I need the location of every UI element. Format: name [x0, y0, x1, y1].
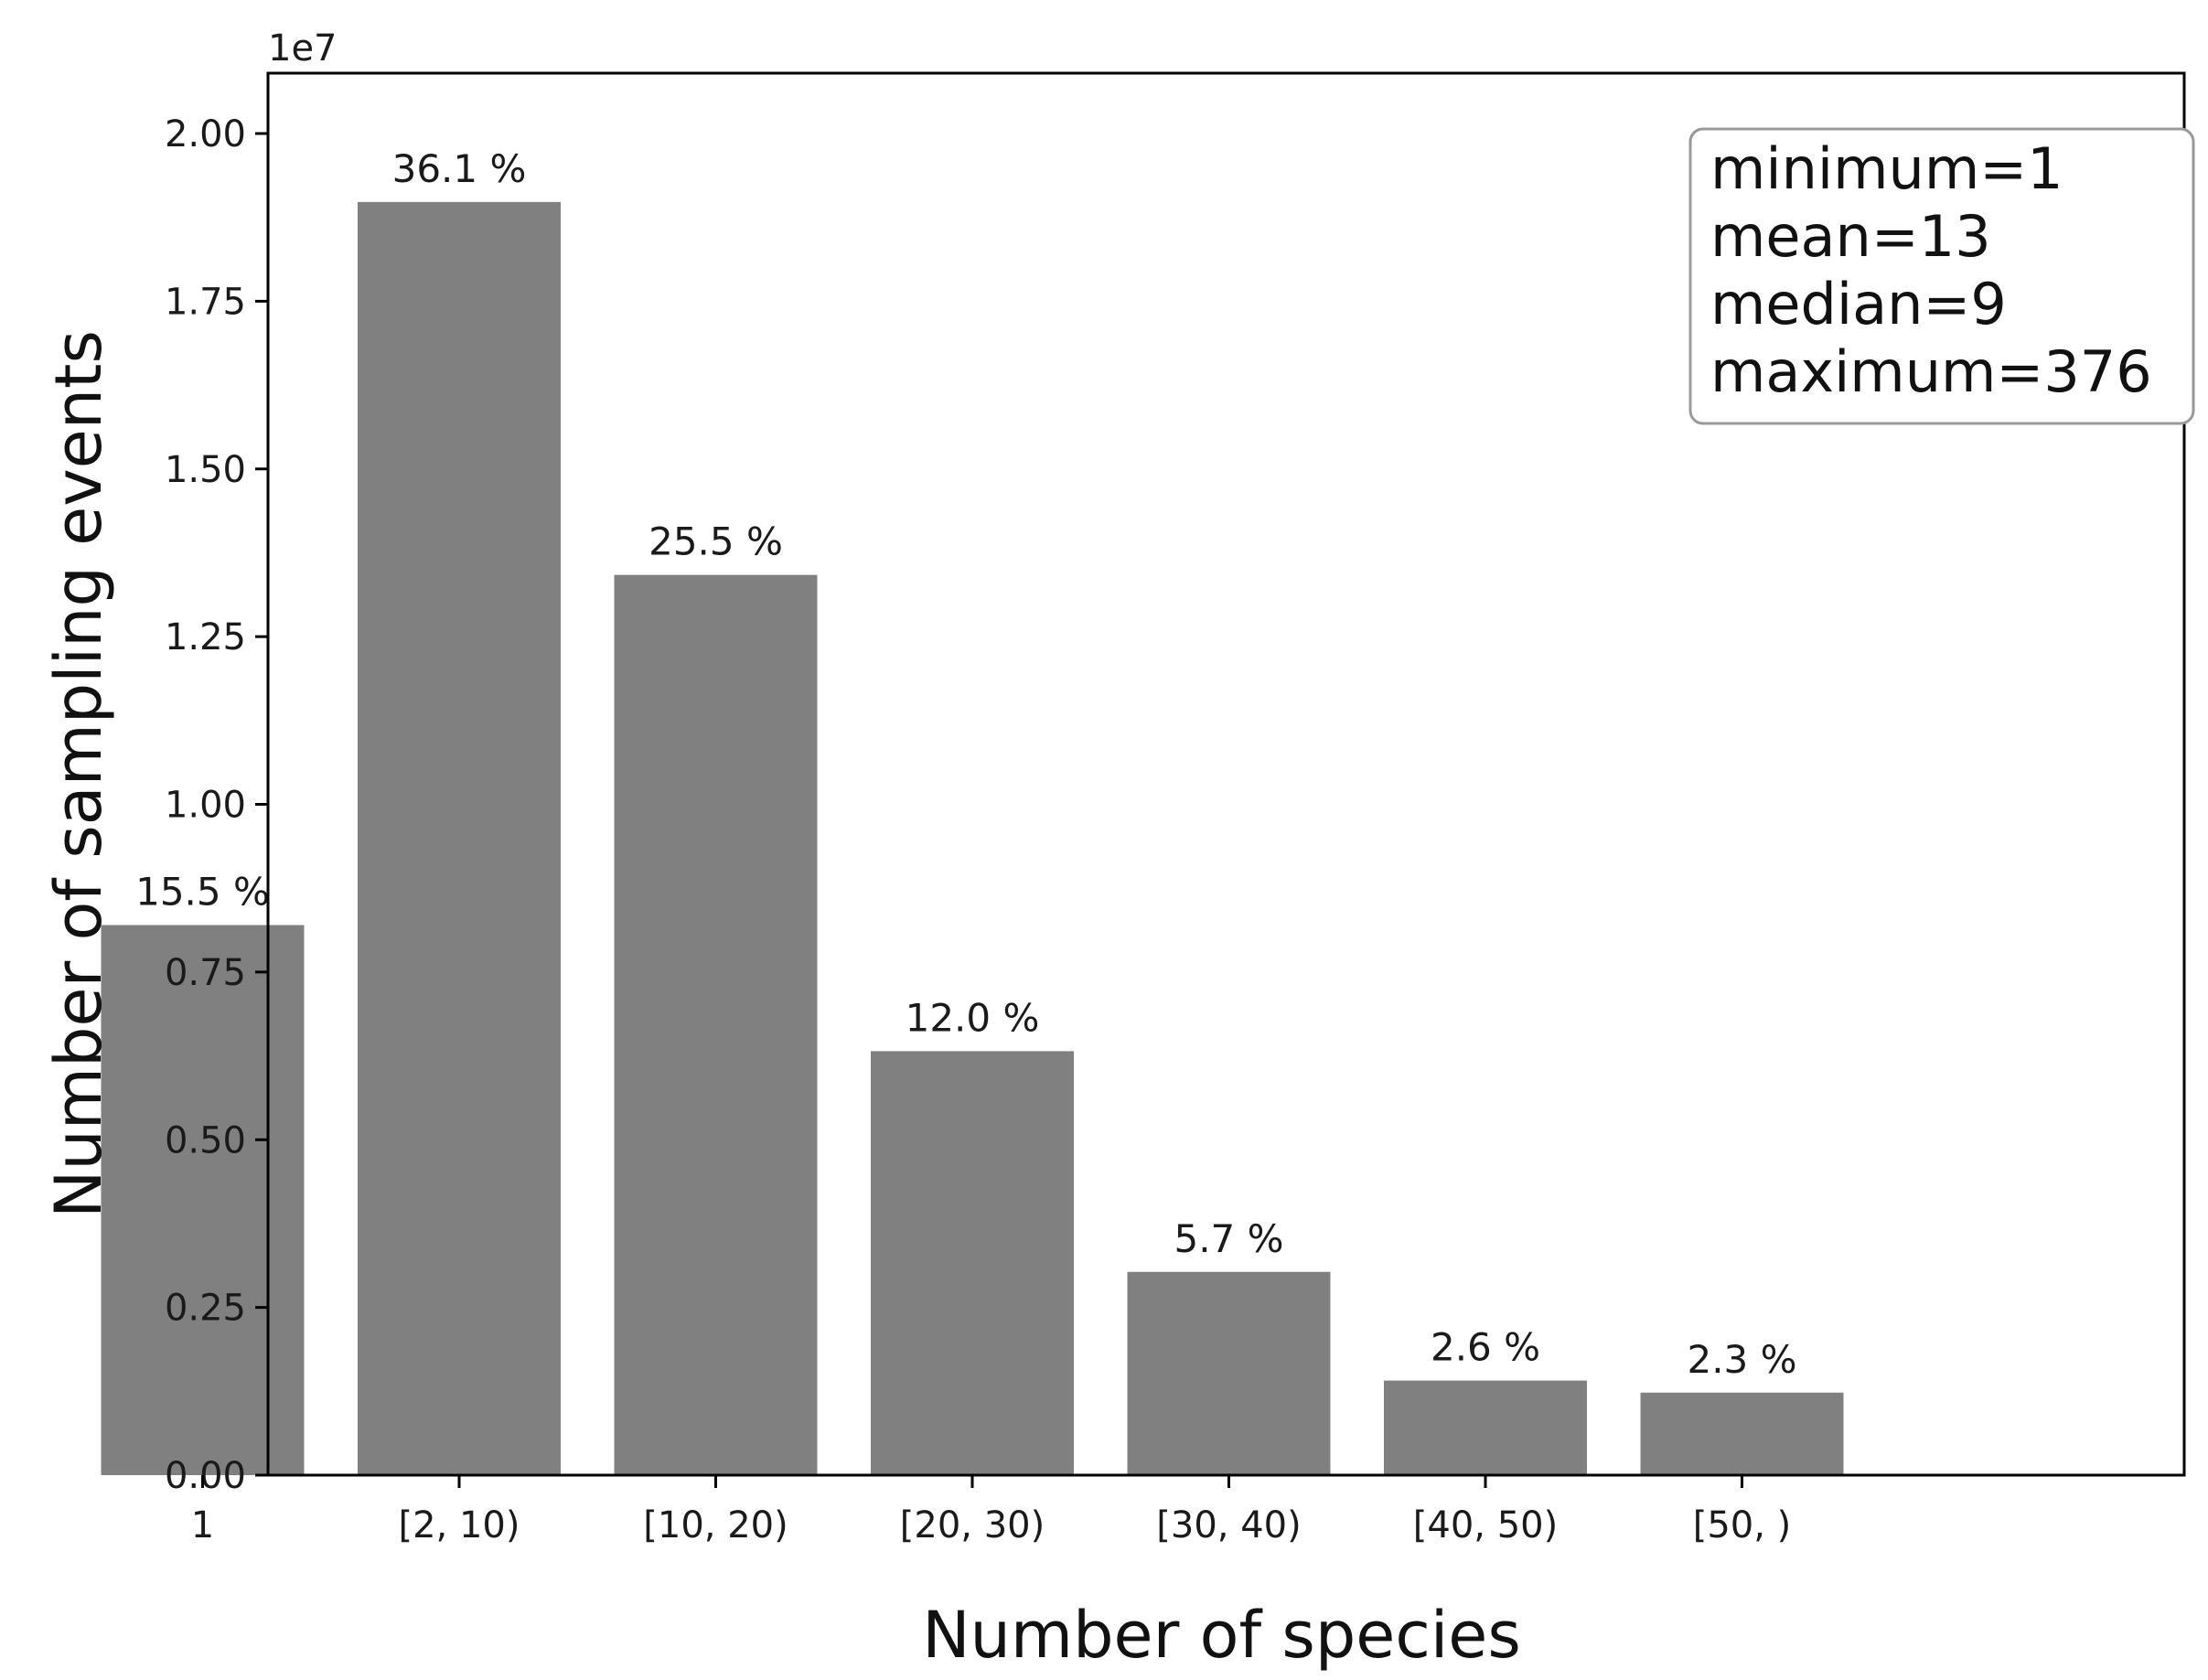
stats-mean: mean=13 [1710, 203, 1991, 270]
y-tick-label: 1.50 [165, 449, 246, 491]
stats-maximum: maximum=376 [1710, 338, 2152, 405]
bar-value-label: 25.5 % [648, 519, 783, 564]
x-tick-label: [40, 50) [1413, 1504, 1558, 1546]
x-tick-label: 1 [191, 1504, 214, 1546]
x-axis-title: Number of species [922, 1598, 1521, 1673]
y-tick-label: 1.00 [165, 785, 246, 827]
x-tick-label: [20, 30) [900, 1504, 1045, 1546]
bar-6 [1640, 1392, 1844, 1475]
y-tick-label: 0.25 [165, 1288, 246, 1330]
plot-frame [266, 71, 2186, 1477]
bar-0 [101, 925, 305, 1475]
bar-3 [871, 1051, 1074, 1475]
bar-labels-layer: 15.5 % 36.1 % 25.5 % 12.0 % 5.7 % 2.6 % 2.3 % [135, 146, 1796, 1382]
stats-box-frame [1688, 127, 2195, 425]
bar-2 [614, 574, 818, 1475]
bar-value-label: 2.3 % [1687, 1337, 1796, 1382]
bar-value-label: 2.6 % [1431, 1325, 1540, 1370]
y-axis-title: Number of sampling events [41, 330, 116, 1218]
y-tick-label: 0.00 [165, 1455, 246, 1497]
y-tick-label: 1.75 [165, 281, 246, 323]
bar-value-label: 36.1 % [392, 146, 527, 191]
y-axis: 0.00 0.25 0.50 0.75 1.00 1.25 1.50 1.75 2.00 [165, 113, 268, 1497]
x-tick-label: [2, 10) [399, 1504, 520, 1546]
bar-4 [1127, 1271, 1331, 1475]
stats-minimum: minimum=1 [1710, 135, 2063, 202]
stats-median: median=9 [1710, 271, 2007, 337]
bar-1 [358, 201, 561, 1476]
bars-layer [101, 201, 1844, 1476]
bar-value-label: 15.5 % [135, 870, 270, 915]
y-axis-scale-label: 1e7 [268, 27, 338, 70]
y-tick-label: 0.75 [165, 952, 246, 994]
y-tick-label: 0.50 [165, 1119, 246, 1161]
stats-box: minimum=1 mean=13 median=9 maximum=376 [1688, 127, 2195, 425]
bar-value-label: 5.7 % [1174, 1216, 1283, 1261]
bar-value-label: 12.0 % [906, 995, 1040, 1040]
x-axis: 1 [2, 10) [10, 20) [20, 30) [30, 40) [40, 50)… [191, 1475, 1792, 1546]
x-tick-label: [10, 20) [643, 1504, 788, 1546]
x-tick-label: [30, 40) [1156, 1504, 1301, 1546]
bar-5 [1384, 1380, 1587, 1475]
y-tick-label: 2.00 [165, 113, 246, 155]
x-tick-label: [50, ) [1693, 1504, 1792, 1546]
y-tick-label: 1.25 [165, 616, 246, 658]
